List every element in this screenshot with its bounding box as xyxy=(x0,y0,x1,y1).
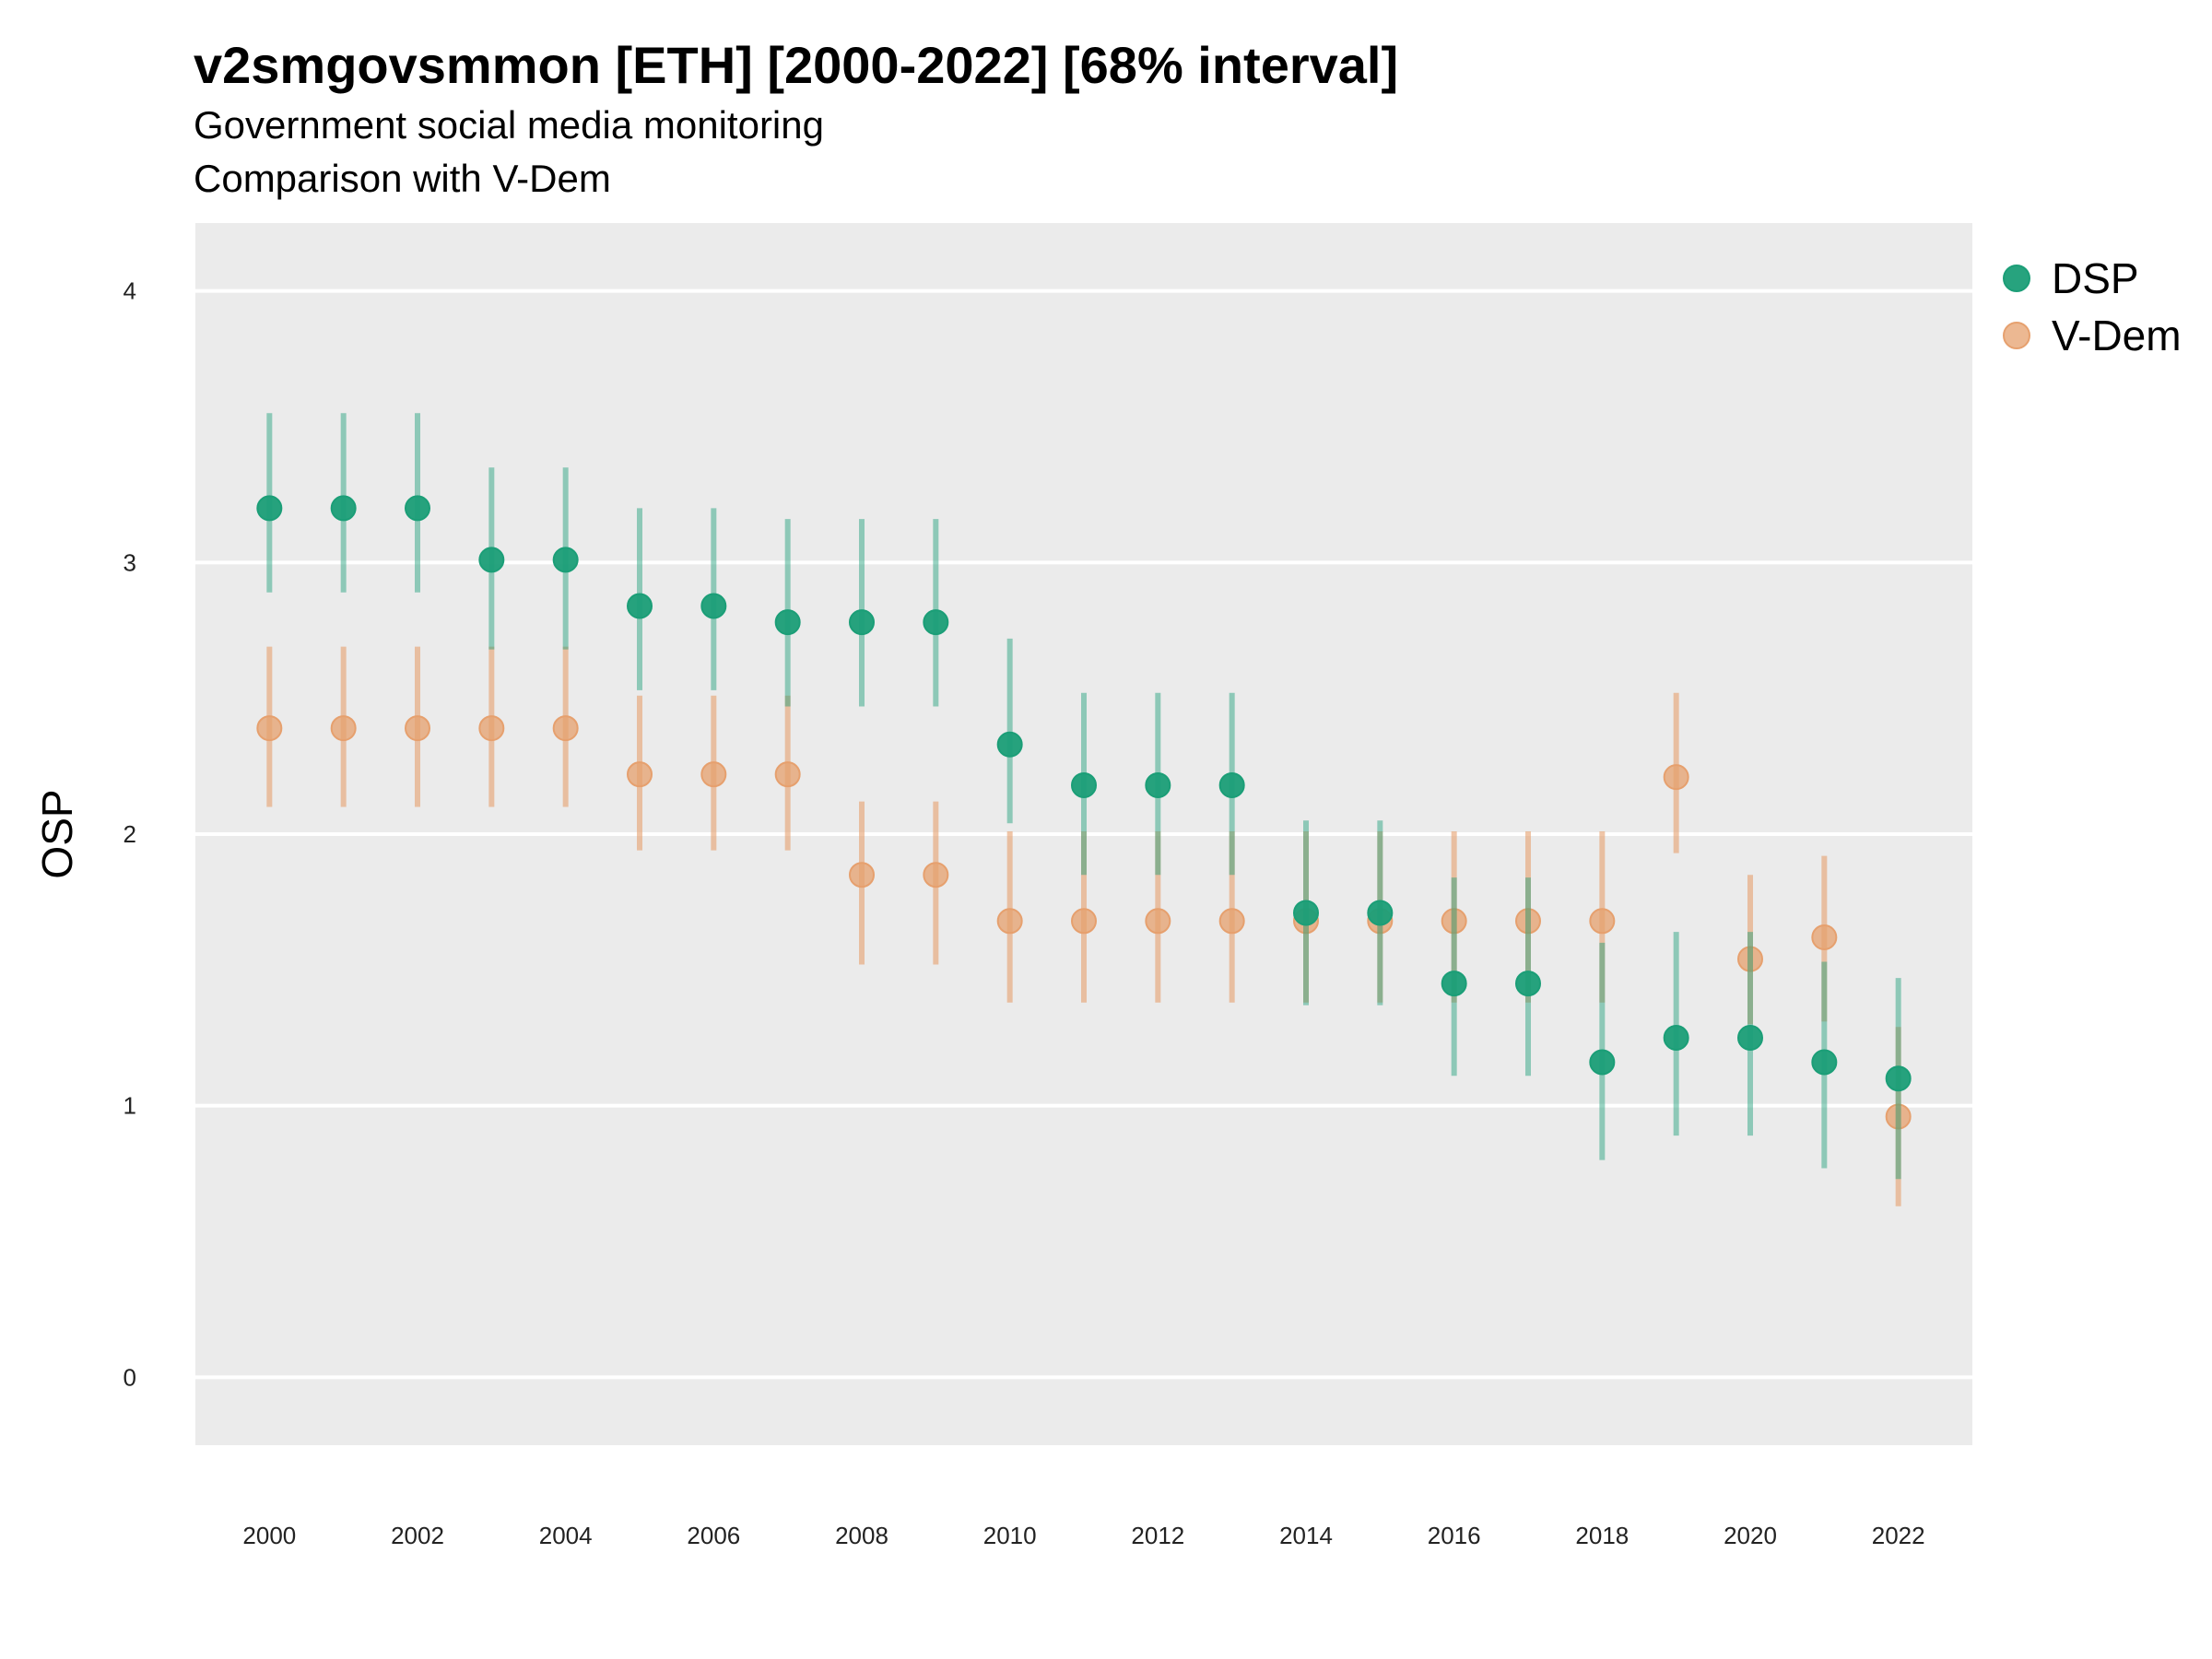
y-tick-label-3: 3 xyxy=(124,548,136,576)
v-dem-point-2021 xyxy=(1811,924,1838,950)
x-tick-label-2002: 2002 xyxy=(391,1522,444,1549)
x-tick-label-2014: 2014 xyxy=(1279,1522,1333,1549)
x-tick-label-2022: 2022 xyxy=(1872,1522,1925,1549)
x-tick-label-2016: 2016 xyxy=(1428,1522,1481,1549)
dsp-point-2014 xyxy=(1293,900,1319,926)
v-dem-point-2001 xyxy=(330,715,357,742)
dsp-point-2006 xyxy=(700,593,727,619)
dsp-point-2007 xyxy=(774,609,801,636)
y-tick-label-4: 4 xyxy=(124,277,136,305)
v-dem-point-2019 xyxy=(1663,764,1689,791)
dsp-point-2022 xyxy=(1885,1065,1912,1092)
chart-subtitle-comparison: Comparison with V-Dem xyxy=(194,157,611,200)
v-dem-point-2008 xyxy=(849,862,875,888)
dsp-point-2011 xyxy=(1071,771,1097,798)
v-dem-point-2002 xyxy=(405,715,430,742)
dsp-point-2000 xyxy=(256,495,283,522)
dsp-point-2012 xyxy=(1145,771,1171,798)
v-dem-point-2010 xyxy=(996,908,1023,935)
dsp-point-2018 xyxy=(1589,1049,1616,1076)
v-dem-point-2006 xyxy=(700,761,727,788)
legend-label-v-dem: V-Dem xyxy=(2052,312,2182,359)
v-dem-point-2017 xyxy=(1515,908,1541,935)
series-dsp xyxy=(256,413,1912,1180)
chart-subtitle: Government social media monitoring xyxy=(194,103,824,147)
dsp-point-2013 xyxy=(1218,771,1245,798)
x-axis-ticks: 2000 2002 2004 2006 2008 2010 2012 2014 2016 2018… xyxy=(242,1522,1924,1549)
v-dem-point-2018 xyxy=(1589,908,1616,935)
dsp-point-2015 xyxy=(1367,900,1394,926)
v-dem-point-2022 xyxy=(1885,1103,1912,1130)
dsp-point-2002 xyxy=(405,495,430,522)
dsp-point-2003 xyxy=(478,547,505,573)
v-dem-point-2013 xyxy=(1218,908,1245,935)
y-tick-label-1: 1 xyxy=(124,1092,136,1120)
dsp-point-2016 xyxy=(1441,971,1467,997)
legend-key-dsp xyxy=(2003,265,2030,292)
dsp-point-2008 xyxy=(849,609,875,636)
v-dem-point-2016 xyxy=(1441,908,1467,935)
v-dem-point-2003 xyxy=(478,715,505,742)
legend-label-dsp: DSP xyxy=(2052,254,2139,302)
x-tick-label-2018: 2018 xyxy=(1575,1522,1629,1549)
dsp-point-2010 xyxy=(996,731,1023,758)
x-tick-label-2004: 2004 xyxy=(539,1522,593,1549)
dsp-point-2020 xyxy=(1737,1025,1763,1051)
y-axis-label: OSP xyxy=(33,789,81,878)
y-tick-label-2: 2 xyxy=(124,820,136,848)
dsp-point-2021 xyxy=(1811,1049,1838,1076)
x-tick-label-2008: 2008 xyxy=(835,1522,888,1549)
v-dem-point-2000 xyxy=(256,715,283,742)
v-dem-point-2007 xyxy=(774,761,801,788)
x-tick-label-2006: 2006 xyxy=(687,1522,740,1549)
y-tick-label-0: 0 xyxy=(124,1363,136,1391)
x-tick-label-2000: 2000 xyxy=(242,1522,296,1549)
dsp-point-2009 xyxy=(923,609,949,636)
v-dem-point-2012 xyxy=(1145,908,1171,935)
x-tick-label-2020: 2020 xyxy=(1724,1522,1777,1549)
x-tick-label-2012: 2012 xyxy=(1131,1522,1184,1549)
dsp-point-2019 xyxy=(1663,1025,1689,1051)
legend-key-v-dem xyxy=(2003,322,2030,349)
v-dem-point-2011 xyxy=(1071,908,1097,935)
v-dem-point-2004 xyxy=(552,715,579,742)
v-dem-point-2020 xyxy=(1737,946,1763,972)
x-tick-label-2010: 2010 xyxy=(983,1522,1037,1549)
legend: DSP V-Dem xyxy=(2003,254,2182,359)
dsp-point-2004 xyxy=(552,547,579,573)
dsp-point-2005 xyxy=(627,593,653,619)
v-dem-point-2009 xyxy=(923,862,949,888)
v-dem-point-2005 xyxy=(627,761,653,788)
chart-marks xyxy=(256,413,1912,1206)
series-v-dem xyxy=(256,646,1912,1206)
dsp-point-2017 xyxy=(1515,971,1541,997)
chart-title: v2smgovsmmon [ETH] [2000-2022] [68% inte… xyxy=(194,36,1399,94)
dsp-point-2001 xyxy=(330,495,357,522)
y-axis-ticks: 0 1 2 3 4 xyxy=(124,277,136,1392)
